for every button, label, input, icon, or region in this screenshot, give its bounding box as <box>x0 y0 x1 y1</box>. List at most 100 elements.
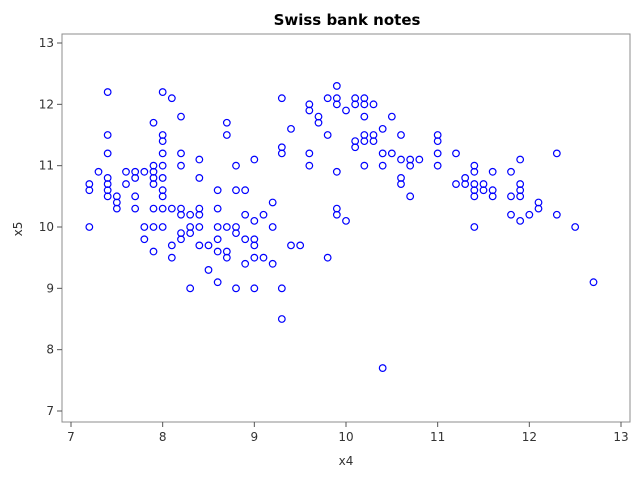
data-point <box>122 180 130 188</box>
data-point <box>277 149 286 158</box>
data-point <box>103 149 112 158</box>
data-point <box>177 112 185 121</box>
x-tick-label: 8 <box>159 430 167 444</box>
data-point <box>250 241 259 250</box>
data-point <box>268 259 277 268</box>
data-point <box>195 174 204 182</box>
data-point <box>277 315 286 323</box>
data-point <box>177 161 185 170</box>
data-point <box>387 112 396 121</box>
data-point <box>378 124 387 133</box>
data-point <box>204 241 213 250</box>
y-axis-label: x5 <box>11 222 25 237</box>
y-tick-label: 12 <box>39 97 54 111</box>
data-point <box>369 100 378 109</box>
data-point <box>323 94 332 103</box>
data-point <box>158 137 167 146</box>
data-point <box>122 167 130 176</box>
data-point <box>433 137 442 146</box>
data-point <box>131 174 140 182</box>
data-point <box>186 284 195 293</box>
data-point <box>103 131 112 139</box>
data-point <box>397 155 405 164</box>
data-point <box>222 131 231 139</box>
data-point <box>507 210 515 219</box>
data-point <box>241 210 250 219</box>
data-point <box>516 216 525 225</box>
data-point <box>140 223 149 231</box>
data-point <box>525 210 534 219</box>
data-point <box>131 192 140 201</box>
data-point <box>571 223 580 231</box>
data-point <box>470 167 479 176</box>
data-point <box>369 137 378 146</box>
data-point <box>149 204 158 213</box>
data-point <box>158 161 167 170</box>
data-point <box>167 204 176 213</box>
data-point <box>296 241 305 250</box>
data-point <box>149 118 158 127</box>
data-point <box>140 235 149 244</box>
data-point <box>516 155 525 164</box>
data-point <box>158 149 167 158</box>
data-point <box>222 253 231 262</box>
data-point <box>360 137 369 146</box>
data-point <box>204 266 213 274</box>
data-point <box>552 149 561 158</box>
data-point <box>177 235 185 244</box>
data-point <box>186 229 195 238</box>
data-point <box>195 223 204 231</box>
data-point <box>222 223 231 231</box>
y-tick-label: 10 <box>39 220 54 234</box>
data-point <box>177 149 185 158</box>
data-point <box>516 192 525 201</box>
data-point <box>433 149 442 158</box>
data-point <box>534 204 543 213</box>
data-point <box>415 155 424 164</box>
data-points <box>85 82 598 372</box>
data-point <box>378 364 387 372</box>
x-tick-label: 12 <box>522 430 537 444</box>
data-point <box>85 223 94 231</box>
data-point <box>332 100 341 109</box>
data-point <box>232 284 240 293</box>
data-point <box>342 216 350 225</box>
data-point <box>167 94 176 103</box>
y-tick-label: 9 <box>46 281 54 295</box>
data-point <box>552 210 561 219</box>
y-tick-label: 11 <box>39 159 54 173</box>
data-point <box>305 149 314 158</box>
x-tick-label: 11 <box>430 430 445 444</box>
data-point <box>103 192 112 201</box>
data-point <box>397 131 405 139</box>
y-axis: 7 8 9 10 11 12 13 <box>39 36 62 418</box>
data-point <box>250 216 259 225</box>
data-point <box>332 82 341 90</box>
data-point <box>250 253 259 262</box>
data-point <box>305 161 314 170</box>
data-point <box>589 278 598 287</box>
data-point <box>378 149 387 158</box>
data-point <box>213 204 222 213</box>
data-point <box>277 284 286 293</box>
data-point <box>406 192 415 201</box>
data-point <box>268 223 277 231</box>
data-point <box>305 106 314 115</box>
data-point <box>488 192 497 201</box>
data-point <box>241 186 250 195</box>
data-point <box>250 155 259 164</box>
data-point <box>112 204 121 213</box>
x-tick-label: 10 <box>338 430 353 444</box>
data-point <box>332 210 341 219</box>
data-point <box>232 161 240 170</box>
data-point <box>149 180 158 188</box>
data-point <box>232 186 240 195</box>
data-point <box>259 253 268 262</box>
data-point <box>287 124 295 133</box>
data-point <box>103 88 112 96</box>
data-point <box>277 94 286 103</box>
data-point <box>195 155 204 164</box>
y-tick-label: 7 <box>46 404 54 418</box>
chart-title: Swiss bank notes <box>274 11 421 29</box>
data-point <box>186 210 195 219</box>
